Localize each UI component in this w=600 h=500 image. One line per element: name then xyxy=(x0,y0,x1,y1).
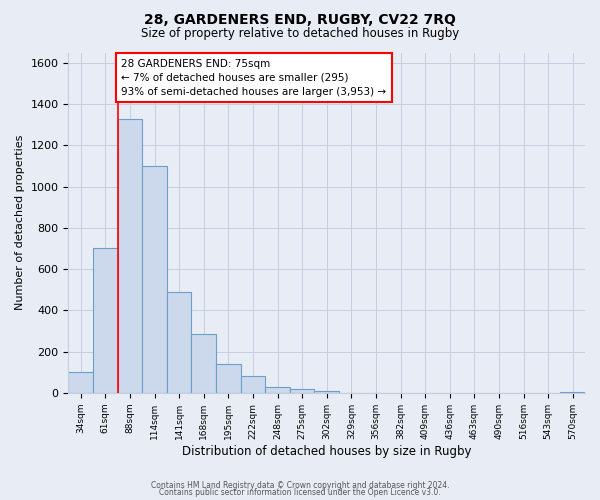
Text: 28, GARDENERS END, RUGBY, CV22 7RQ: 28, GARDENERS END, RUGBY, CV22 7RQ xyxy=(144,12,456,26)
Y-axis label: Number of detached properties: Number of detached properties xyxy=(15,135,25,310)
Bar xyxy=(560,392,585,393)
Bar xyxy=(142,166,167,393)
Bar xyxy=(118,118,142,393)
Bar xyxy=(167,292,191,393)
Bar xyxy=(191,334,216,393)
Text: 28 GARDENERS END: 75sqm
← 7% of detached houses are smaller (295)
93% of semi-de: 28 GARDENERS END: 75sqm ← 7% of detached… xyxy=(121,58,386,96)
X-axis label: Distribution of detached houses by size in Rugby: Distribution of detached houses by size … xyxy=(182,444,472,458)
Bar xyxy=(68,372,93,393)
Bar xyxy=(93,248,118,393)
Text: Contains public sector information licensed under the Open Licence v3.0.: Contains public sector information licen… xyxy=(159,488,441,497)
Bar xyxy=(265,386,290,393)
Text: Contains HM Land Registry data © Crown copyright and database right 2024.: Contains HM Land Registry data © Crown c… xyxy=(151,480,449,490)
Text: Size of property relative to detached houses in Rugby: Size of property relative to detached ho… xyxy=(141,28,459,40)
Bar xyxy=(314,391,339,393)
Bar xyxy=(241,376,265,393)
Bar xyxy=(216,364,241,393)
Bar xyxy=(290,388,314,393)
